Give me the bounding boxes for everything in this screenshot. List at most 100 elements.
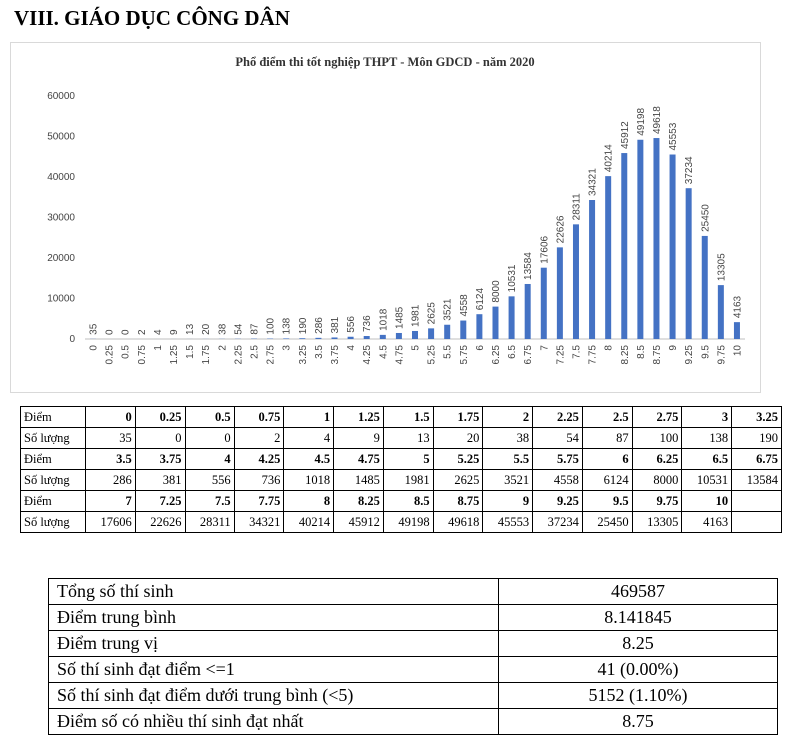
value-label: 736 xyxy=(362,315,373,332)
summary-value: 8.75 xyxy=(498,708,778,735)
count-cell: 0 xyxy=(134,427,186,449)
value-label: 3521 xyxy=(443,298,454,321)
count-cell: 0 xyxy=(184,427,235,449)
count-cell: 34321 xyxy=(233,511,285,533)
score-cell: 5.25 xyxy=(432,448,484,470)
summary-value: 5152 (1.10%) xyxy=(498,682,778,709)
score-cell: 1.5 xyxy=(382,406,434,428)
chart-frame xyxy=(10,42,761,393)
summary-row: Số thí sinh đạt điểm dưới trung bình (<5… xyxy=(48,682,778,709)
bar xyxy=(331,337,338,339)
bar xyxy=(524,283,531,339)
x-tick-label: 8.5 xyxy=(636,345,647,359)
x-tick-label: 3 xyxy=(282,345,293,351)
count-cell: 28311 xyxy=(184,511,235,533)
value-label: 138 xyxy=(282,317,293,334)
x-tick-label: 6 xyxy=(475,345,486,351)
bar xyxy=(717,285,724,339)
value-label: 190 xyxy=(298,317,309,334)
value-label: 4 xyxy=(153,329,164,335)
count-cell: 45553 xyxy=(482,511,534,533)
value-label: 9 xyxy=(169,329,180,335)
x-tick-label: 0.75 xyxy=(137,345,148,365)
score-cell: 6.5 xyxy=(681,448,733,470)
count-cell: 54 xyxy=(532,427,583,449)
y-tick-label: 60000 xyxy=(47,91,75,102)
score-cell: 4 xyxy=(184,448,235,470)
bar xyxy=(637,139,644,339)
bar xyxy=(508,296,515,339)
score-cell: 4.25 xyxy=(233,448,285,470)
score-cell: 7 xyxy=(85,490,136,512)
count-cell: 49198 xyxy=(382,511,434,533)
x-tick-label: 7.5 xyxy=(571,345,582,359)
x-tick-label: 2.25 xyxy=(233,345,244,365)
value-label: 37234 xyxy=(684,156,695,184)
count-cell: 35 xyxy=(85,427,136,449)
summary-label: Điểm trung bình xyxy=(48,604,499,631)
score-cell: 6.25 xyxy=(631,448,683,470)
score-cell: 6 xyxy=(581,448,633,470)
count-cell: 13 xyxy=(382,427,434,449)
x-tick-label: 0.25 xyxy=(105,345,116,365)
count-cell: 381 xyxy=(134,469,186,491)
x-tick-label: 5.75 xyxy=(459,345,470,365)
value-label: 35 xyxy=(89,323,100,335)
score-cell: 8.25 xyxy=(333,490,384,512)
value-label: 13 xyxy=(185,323,196,335)
row-label: Điểm xyxy=(20,448,86,470)
bar xyxy=(460,320,467,339)
score-row: Điểm 7 7.25 7.5 7.75 8 8.25 8.5 8.75 9 9.25 9.5 9.75… xyxy=(20,490,782,512)
value-label: 87 xyxy=(250,323,261,335)
count-row: Số lượng 17606 22626 28311 34321 40214 45912 49… xyxy=(20,511,782,533)
row-label: Số lượng xyxy=(20,427,86,449)
score-cell: 3 xyxy=(681,406,733,428)
value-label: 10531 xyxy=(507,264,518,292)
row-label: Số lượng xyxy=(20,511,86,533)
count-cell: 49618 xyxy=(432,511,484,533)
x-tick-label: 3.25 xyxy=(298,345,309,365)
score-cell: 1.25 xyxy=(333,406,384,428)
score-cell: 0.25 xyxy=(134,406,186,428)
value-label: 6124 xyxy=(475,288,486,311)
bar xyxy=(540,267,547,339)
value-label: 2 xyxy=(137,329,148,335)
value-label: 0 xyxy=(105,329,116,335)
count-cell: 37234 xyxy=(532,511,583,533)
score-cell: 9.75 xyxy=(631,490,683,512)
bar xyxy=(315,337,322,339)
value-label: 13305 xyxy=(716,253,727,281)
score-cell: 0.75 xyxy=(233,406,285,428)
score-cell: 10 xyxy=(681,490,733,512)
value-label: 0 xyxy=(121,329,132,335)
x-tick-label: 2.5 xyxy=(250,345,261,359)
x-tick-label: 2.75 xyxy=(266,345,277,365)
score-cell: 1 xyxy=(283,406,335,428)
bar xyxy=(556,247,563,339)
chart: Phổ điểm thi tốt nghiệp THPT - Môn GDCD … xyxy=(10,42,761,393)
score-cell: 5.5 xyxy=(482,448,534,470)
value-label: 25450 xyxy=(700,204,711,232)
x-tick-label: 0.5 xyxy=(121,345,132,359)
value-label: 556 xyxy=(346,316,357,333)
count-cell: 2625 xyxy=(432,469,484,491)
bar xyxy=(476,314,483,339)
bar xyxy=(669,154,676,339)
bar xyxy=(347,336,354,339)
score-cell: 8.75 xyxy=(432,490,484,512)
count-cell: 8000 xyxy=(631,469,683,491)
score-cell: 8.5 xyxy=(382,490,434,512)
count-cell: 1018 xyxy=(283,469,335,491)
chart-title: Phổ điểm thi tốt nghiệp THPT - Môn GDCD … xyxy=(235,55,534,69)
score-cell: 9.5 xyxy=(581,490,633,512)
score-row: Điểm 0 0.25 0.5 0.75 1 1.25 1.5 1.75 2 2.25 2.5 2.75… xyxy=(20,406,782,428)
summary-row: Điểm trung bình 8.141845 xyxy=(48,604,778,631)
row-label: Số lượng xyxy=(20,469,86,491)
count-cell: 2 xyxy=(233,427,285,449)
x-tick-label: 8 xyxy=(604,345,615,351)
value-label: 2625 xyxy=(427,302,438,325)
value-label: 100 xyxy=(266,317,277,334)
bar xyxy=(444,324,451,339)
count-cell: 45912 xyxy=(333,511,384,533)
